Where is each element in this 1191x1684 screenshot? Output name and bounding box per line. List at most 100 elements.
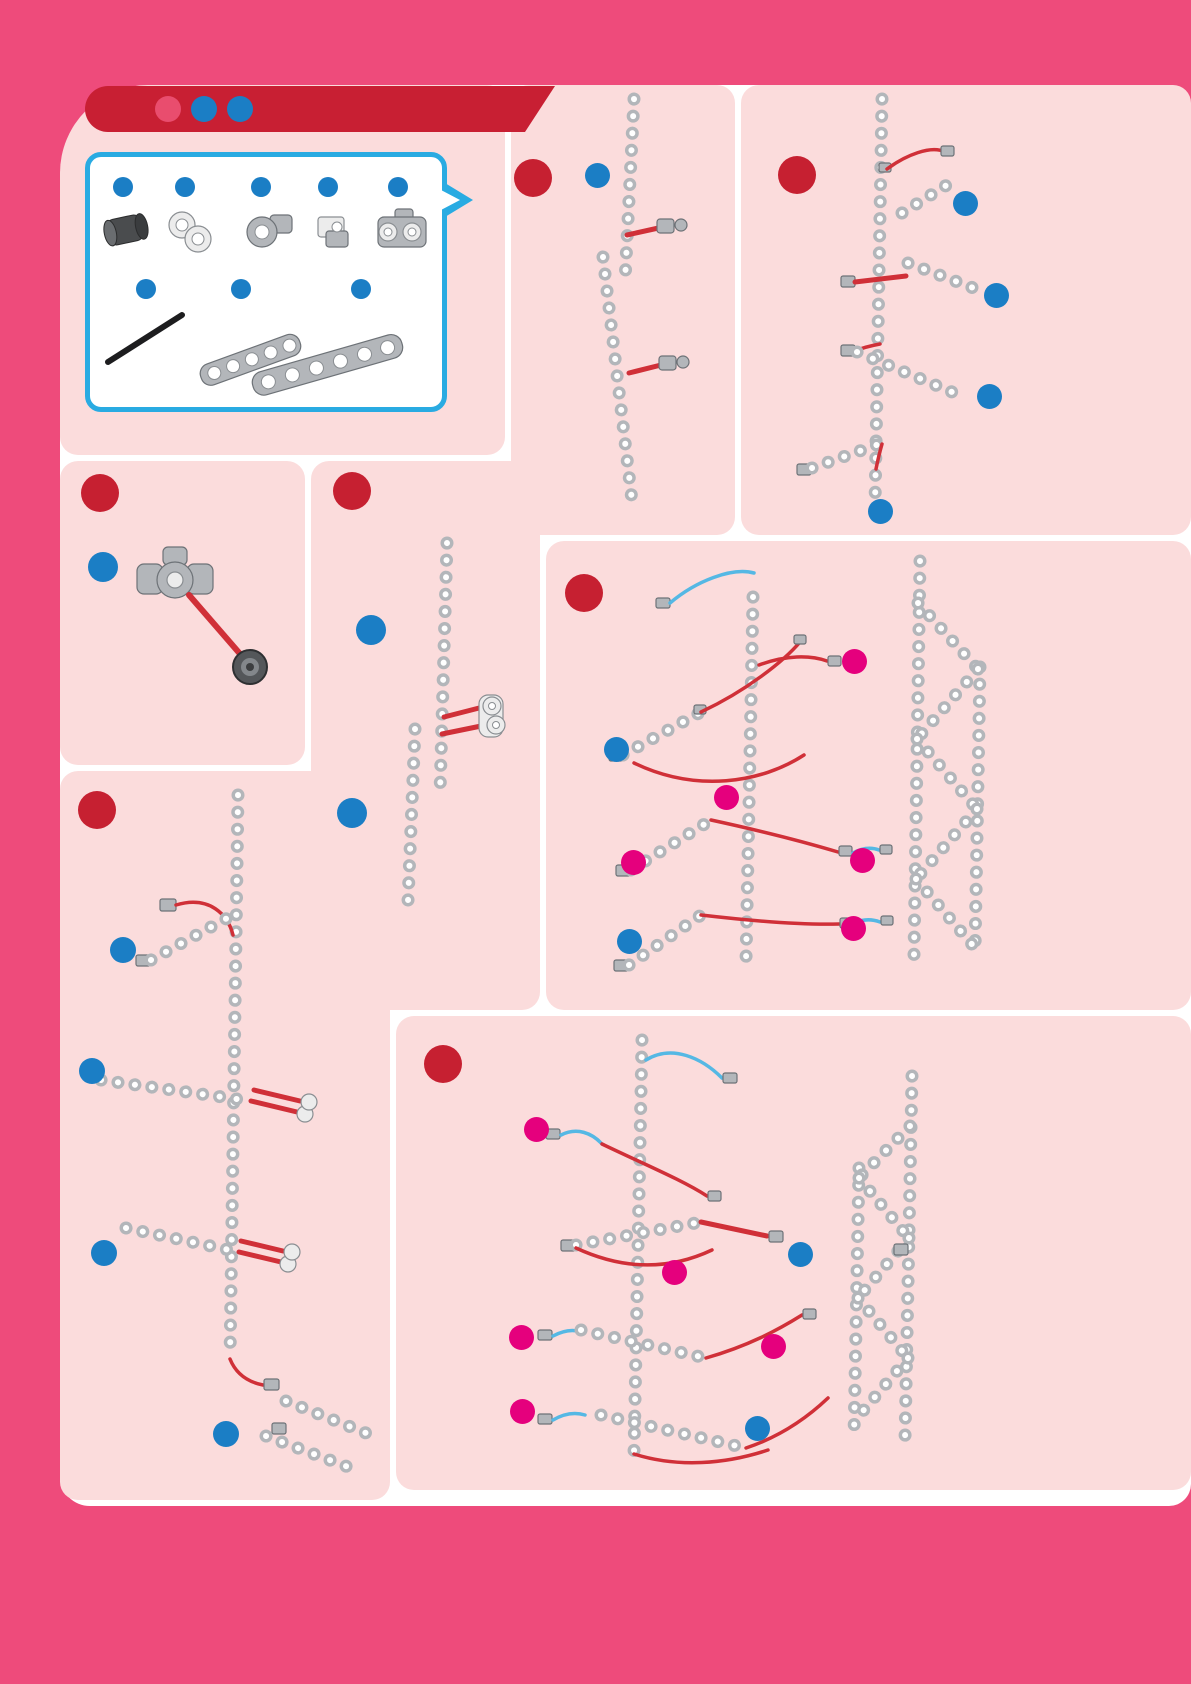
red-cable-cross-1 [632, 753, 806, 784]
accent-marker-magenta [509, 1325, 534, 1350]
banner-dot-blue-2 [227, 96, 253, 122]
pin-connector-upper [624, 218, 688, 238]
accent-marker-magenta [842, 649, 867, 674]
step-marker-red [778, 156, 816, 194]
assembly-diagram-top-middle [596, 92, 690, 516]
part-link-strip-6-hole [251, 333, 404, 396]
substep-marker-blue [745, 1416, 770, 1441]
part-angle-bracket [317, 216, 349, 248]
link-chain-upper [618, 92, 641, 288]
accent-marker-magenta [714, 785, 739, 810]
accent-marker-magenta [621, 850, 646, 875]
substep-marker-blue [356, 615, 386, 645]
tee-connector-part [136, 546, 214, 599]
panel-step-top-right [741, 85, 1191, 535]
accent-marker-magenta [841, 916, 866, 941]
branch-chain-3 [537, 1396, 830, 1465]
substep-marker-blue [213, 1421, 239, 1447]
right-lattice-structure [907, 554, 987, 962]
red-cable-top [159, 898, 235, 937]
red-axle-2 [840, 273, 909, 288]
substep-marker-blue [604, 737, 629, 762]
branch-chain-1 [135, 909, 238, 967]
branch-chain-3 [850, 345, 959, 399]
panel-step-bottom-left [60, 771, 390, 1500]
header-banner [85, 86, 555, 132]
branch-chain-2 [615, 813, 893, 877]
substep-marker-blue [337, 798, 367, 828]
blue-cable-top [644, 1051, 738, 1084]
step-marker-red [565, 574, 603, 612]
part-count-dot-1 [113, 177, 133, 197]
double-pin-connector [439, 694, 506, 738]
red-axle [186, 592, 244, 658]
substep-marker-blue [868, 499, 893, 524]
panel-step-mid-right [546, 541, 1191, 1010]
accent-marker-magenta [662, 1260, 687, 1285]
red-cable-top [757, 655, 842, 667]
substep-marker-blue [110, 937, 136, 963]
red-cable-cross [574, 1246, 714, 1267]
link-chain-lower [596, 250, 640, 516]
substep-marker-blue [977, 384, 1002, 409]
part-link-strip-5-hole [199, 333, 302, 386]
substep-marker-blue [585, 163, 610, 188]
part-count-dot-6 [136, 279, 156, 299]
accent-marker-magenta [850, 848, 875, 873]
part-count-dot-4 [318, 177, 338, 197]
substep-marker-blue [953, 191, 978, 216]
red-cable-1 [878, 145, 955, 173]
bushing-part [232, 649, 268, 685]
main-link-chain [223, 788, 245, 1366]
branch-chain-1 [895, 171, 965, 220]
substep-marker-blue [88, 552, 118, 582]
part-count-dot-3 [251, 177, 271, 197]
step-marker-red [514, 159, 552, 197]
parts-list-diagram [103, 177, 427, 396]
branch-chain-1 [560, 1215, 784, 1252]
center-link-chain [627, 1033, 649, 1461]
banner-dot-blue-1 [191, 96, 217, 122]
part-pipe-tee-connector [246, 214, 293, 248]
callout-pointer-fill [441, 190, 460, 210]
step-marker-red [424, 1045, 462, 1083]
assembly-diagram-mid-right [608, 554, 987, 972]
right-lattice-structure [847, 1069, 919, 1447]
assembly-diagram-bottom-left [94, 788, 373, 1475]
substep-marker-blue [79, 1058, 105, 1084]
accent-marker-magenta [524, 1117, 549, 1142]
substep-marker-blue [788, 1242, 813, 1267]
parts-callout-bubble [85, 152, 473, 412]
banner-dot-pink [155, 96, 181, 122]
part-count-dot-7 [231, 279, 251, 299]
branch-chain-2 [537, 1308, 817, 1365]
substep-marker-blue [91, 1240, 117, 1266]
step-marker-red [78, 791, 116, 829]
branch-chain-1 [608, 634, 807, 762]
branch-chain-3 [119, 1221, 301, 1273]
pin-connector-lower [626, 355, 690, 376]
part-multi-port-block [377, 208, 427, 248]
accent-marker-magenta [761, 1334, 786, 1359]
accent-marker-magenta [510, 1399, 535, 1424]
part-barrel-bushing [103, 213, 149, 247]
link-chain-upper [433, 536, 454, 800]
assembly-diagram-mid-center [401, 536, 506, 908]
branch-chain-2 [901, 256, 991, 299]
link-chain-lower [401, 722, 422, 908]
blue-cable-left [545, 1128, 722, 1202]
substep-marker-blue [984, 283, 1009, 308]
blue-cable-top [655, 569, 756, 609]
part-count-dot-5 [388, 177, 408, 197]
branch-chain-2 [94, 1073, 318, 1123]
assembly-diagram-top-right [796, 92, 991, 512]
part-black-axle-rod [105, 312, 185, 365]
step-marker-red [333, 472, 371, 510]
branch-chain-4 [796, 436, 889, 476]
assembly-diagram-mid-left [136, 546, 268, 685]
part-count-dot-2 [175, 177, 195, 197]
step-marker-red [81, 474, 119, 512]
substep-marker-blue [617, 929, 642, 954]
part-double-pipe-connector [168, 211, 212, 253]
